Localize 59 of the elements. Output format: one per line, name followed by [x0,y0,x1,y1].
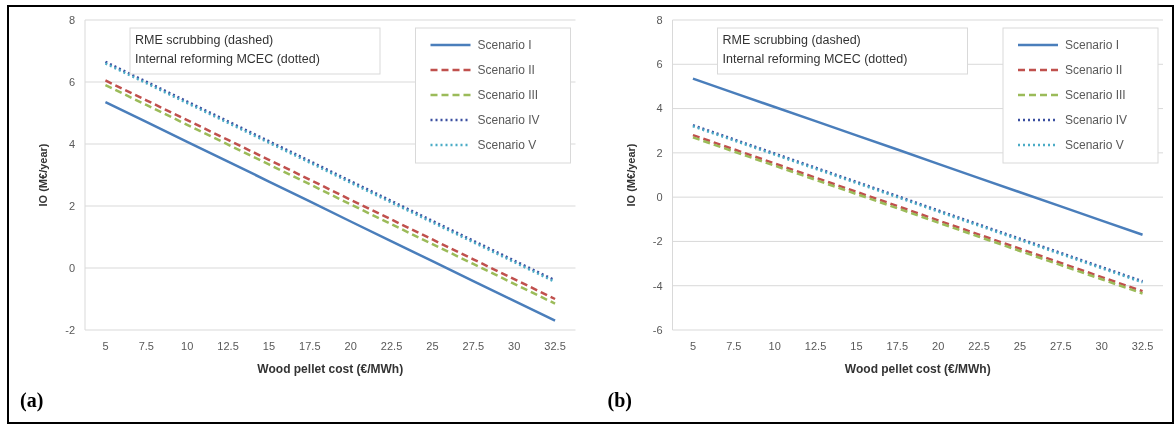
annotation: Internal reforming MCEC (dotted) [722,52,908,66]
x-tick-label: 25 [426,340,439,352]
x-tick-label: 7.5 [726,340,742,352]
x-tick-label: 15 [850,340,863,352]
y-tick-label: 0 [68,261,75,274]
x-tick-label: 15 [262,340,276,352]
y-tick-label: 4 [656,102,663,115]
x-tick-label: 17.5 [299,340,321,352]
y-tick-label: -4 [652,279,663,292]
legend-label: Scenario V [1065,138,1124,153]
annotation: RME scrubbing (dashed) [722,33,861,47]
x-tick-label: 30 [1095,340,1108,352]
legend-label: Scenario IV [477,113,540,128]
x-tick-label: 20 [344,340,357,352]
x-tick-label: 17.5 [886,340,909,352]
y-axis-title: IO (M€/year) [624,143,637,207]
x-tick-label: 20 [932,340,945,352]
x-tick-label: 22.5 [968,340,990,352]
x-tick-label: 5 [102,340,109,352]
x-tick-label: 32.5 [544,340,566,352]
x-axis-title: Wood pellet cost (€/MWh) [257,362,404,376]
legend-label: Scenario V [477,138,537,153]
x-tick-label: 5 [689,340,696,352]
x-tick-label: 27.5 [1050,340,1072,352]
text: (a) [20,389,44,412]
annotation: Internal reforming MCEC (dotted) [135,52,320,66]
y-axis-title: IO (M€/year) [37,143,49,207]
legend-label: Scenario II [477,63,535,78]
x-tick-label: 27.5 [462,340,485,352]
legend-label: Scenario III [477,88,539,103]
y-tick-label: -2 [65,323,75,336]
y-tick-label: 8 [656,13,663,26]
legend-label: Scenario I [1065,38,1120,53]
legend-label: Scenario III [1065,88,1126,103]
y-tick-label: 2 [656,146,663,159]
legend-label: Scenario IV [1065,113,1128,128]
y-tick-label: 8 [68,13,75,26]
x-tick-label: 12.5 [804,340,827,352]
legend-label: Scenario II [1065,63,1123,78]
x-axis-title: Wood pellet cost (€/MWh) [844,362,991,376]
x-tick-label: 30 [508,340,521,352]
y-tick-label: -2 [652,235,663,248]
x-tick-label: 22.5 [380,340,403,352]
x-tick-label: 12.5 [217,340,239,352]
annotation: RME scrubbing (dashed) [135,33,274,47]
x-tick-label: 25 [1013,340,1027,352]
y-tick-label: 6 [656,58,663,71]
x-tick-label: 10 [181,340,194,352]
y-tick-label: 4 [68,137,75,150]
y-tick-label: 2 [68,199,75,212]
text: (b) [607,389,632,412]
x-tick-label: 7.5 [138,340,154,352]
line-series [691,77,1144,237]
x-tick-label: 10 [768,340,781,352]
y-tick-label: 6 [68,75,75,88]
y-tick-label: -6 [652,323,663,336]
y-tick-label: 0 [656,190,663,203]
x-tick-label: 32.5 [1131,340,1154,352]
legend-label: Scenario I [477,38,532,53]
